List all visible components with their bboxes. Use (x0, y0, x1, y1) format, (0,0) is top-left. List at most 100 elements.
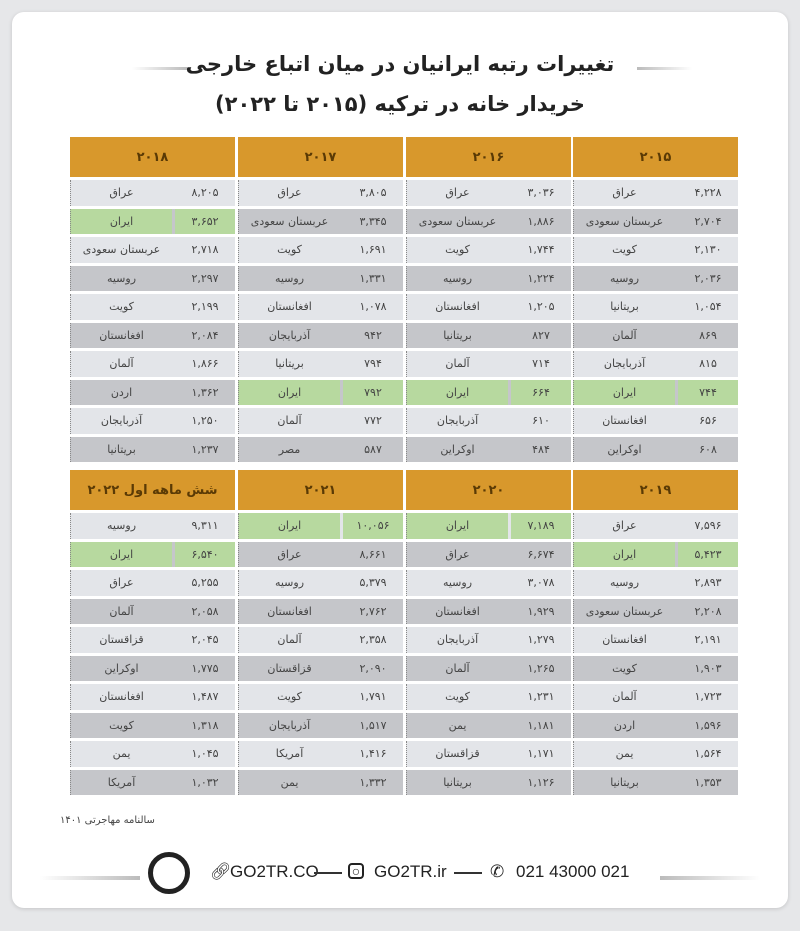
country-name: آلمان (238, 627, 340, 653)
country-name: افغانستان (406, 294, 508, 320)
table-row: بریتانیا ۱,۲۳۷ (70, 436, 235, 462)
country-name: عربستان سعودی (238, 208, 340, 234)
purchase-count: ۷۹۴ (364, 357, 382, 371)
purchase-count: ۷۴۴ (678, 379, 738, 405)
footer: 🔗︎ GO2TR.CO ○ GO2TR.ir ✆ 021 43000 021 (0, 852, 800, 894)
purchase-count: ۶۱۰ (532, 414, 550, 428)
country-name: کویت (238, 237, 340, 263)
country-name: ایران (406, 379, 508, 405)
instagram-link[interactable]: GO2TR.ir (374, 862, 447, 881)
separator (454, 872, 482, 874)
country-name: عراق (70, 180, 172, 206)
country-name: آذربایجان (70, 408, 172, 434)
table-row: بریتانیا ۱,۱۲۶ (406, 769, 571, 795)
table-row: عراق ۵,۲۵۵ (70, 570, 235, 596)
table-row: افغانستان ۱,۹۲۹ (406, 598, 571, 624)
table-row: اردن ۱,۳۶۲ (70, 379, 235, 405)
purchase-count: ۷۹۲ (343, 379, 403, 405)
purchase-count: ۱,۶۹۱ (359, 243, 387, 257)
table-row: آذربایجان ۱,۲۵۰ (70, 408, 235, 434)
website-link[interactable]: GO2TR.CO (230, 862, 319, 881)
table-row: ایران ۶,۵۴۰ (70, 541, 235, 567)
purchase-count: ۱,۷۴۴ (527, 243, 555, 257)
table-row: عربستان سعودی ۱,۸۸۶ (406, 208, 571, 234)
table-row: آمریکا ۱,۰۳۲ (70, 769, 235, 795)
country-name: ایران (70, 541, 172, 567)
country-name: عراق (406, 180, 508, 206)
table-row: ایران ۷,۱۸۹ (406, 513, 571, 539)
table-row: آلمان ۷۷۲ (238, 408, 403, 434)
table-row: اوکراین ۴۸۴ (406, 436, 571, 462)
purchase-count: ۱,۱۸۱ (527, 718, 555, 732)
purchase-count: ۱,۳۵۳ (694, 775, 722, 789)
table-row: آلمان ۱,۷۲۳ (573, 684, 738, 710)
table-row: کویت ۱,۷۹۱ (238, 684, 403, 710)
country-name: عراق (238, 541, 340, 567)
purchase-count: ۱,۲۶۵ (527, 661, 555, 675)
year-header: ۲۰۲۱ (238, 470, 403, 510)
country-name: کویت (573, 237, 675, 263)
title-divider (637, 67, 692, 70)
purchase-count: ۷,۱۸۹ (511, 513, 571, 539)
country-name: روسیه (573, 265, 675, 291)
country-name: آلمان (70, 351, 172, 377)
table-row: عربستان سعودی ۳,۳۴۵ (238, 208, 403, 234)
year-table: شش ماهه اول ۲۰۲۲ روسیه ۹,۳۱۱ ایران ۶,۵۴۰ عراق… (70, 470, 235, 795)
link-icon: 🔗︎ (210, 862, 232, 881)
country-name: عراق (406, 541, 508, 567)
country-name: کویت (70, 294, 172, 320)
table-row: ایران ۵,۴۲۳ (573, 541, 738, 567)
table-row: یمن ۱,۵۶۴ (573, 741, 738, 767)
purchase-count: ۷۱۴ (532, 357, 550, 371)
logo-icon (148, 852, 190, 894)
table-row: افغانستان ۱,۲۰۵ (406, 294, 571, 320)
country-name: آلمان (238, 408, 340, 434)
table-row: روسیه ۵,۳۷۹ (238, 570, 403, 596)
table-row: عراق ۳,۰۳۶ (406, 180, 571, 206)
table-row: روسیه ۲,۸۹۳ (573, 570, 738, 596)
purchase-count: ۶,۵۴۰ (175, 541, 235, 567)
table-row: کویت ۱,۲۳۱ (406, 684, 571, 710)
purchase-count: ۷۷۲ (364, 414, 382, 428)
country-name: آلمان (573, 684, 675, 710)
table-row: آذربایجان ۱,۲۷۹ (406, 627, 571, 653)
phone-number[interactable]: 021 43000 021 (516, 862, 630, 881)
country-name: آذربایجان (406, 627, 508, 653)
purchase-count: ۱,۰۷۸ (359, 300, 387, 314)
purchase-count: ۱,۲۷۹ (527, 633, 555, 647)
table-row: عراق ۳,۸۰۵ (238, 180, 403, 206)
country-name: روسیه (406, 570, 508, 596)
table-row: اردن ۱,۵۹۶ (573, 712, 738, 738)
purchase-count: ۵۸۷ (364, 442, 382, 456)
footer-divider (40, 876, 140, 880)
table-row: آلمان ۲,۳۵۸ (238, 627, 403, 653)
purchase-count: ۲,۷۱۸ (191, 243, 219, 257)
purchase-count: ۱,۹۲۹ (527, 604, 555, 618)
purchase-count: ۳,۸۰۵ (359, 186, 387, 200)
country-name: روسیه (238, 570, 340, 596)
purchase-count: ۱,۰۵۴ (694, 300, 722, 314)
purchase-count: ۸,۲۰۵ (191, 186, 219, 200)
country-name: افغانستان (238, 294, 340, 320)
purchase-count: ۱,۹۰۳ (694, 661, 722, 675)
year-table: ۲۰۱۹ عراق ۷,۵۹۶ ایران ۵,۴۲۳ روسیه ۲,۸۹۳ عربستان… (573, 470, 738, 795)
year-table: ۲۰۱۶ عراق ۳,۰۳۶ عربستان سعودی ۱,۸۸۶ کویت ۱,۷۴۴… (406, 137, 571, 462)
country-name: اوکراین (406, 436, 508, 462)
table-row: روسیه ۳,۰۷۸ (406, 570, 571, 596)
table-row: یمن ۱,۱۸۱ (406, 712, 571, 738)
purchase-count: ۲,۱۳۰ (694, 243, 722, 257)
country-name: قزاقستان (238, 655, 340, 681)
phone-icon: ✆ (490, 862, 505, 881)
purchase-count: ۹۴۲ (364, 328, 382, 342)
table-row: روسیه ۱,۲۲۴ (406, 265, 571, 291)
table-row: کویت ۱,۷۴۴ (406, 237, 571, 263)
purchase-count: ۱,۸۶۶ (191, 357, 219, 371)
country-name: اردن (573, 712, 675, 738)
table-row: کویت ۱,۹۰۳ (573, 655, 738, 681)
table-row: روسیه ۱,۳۳۱ (238, 265, 403, 291)
purchase-count: ۲,۷۰۴ (694, 214, 722, 228)
purchase-count: ۱۰,۰۵۶ (343, 513, 403, 539)
purchase-count: ۲,۲۹۷ (191, 271, 219, 285)
table-row: ایران ۶۶۴ (406, 379, 571, 405)
purchase-count: ۱,۵۶۴ (694, 747, 722, 761)
